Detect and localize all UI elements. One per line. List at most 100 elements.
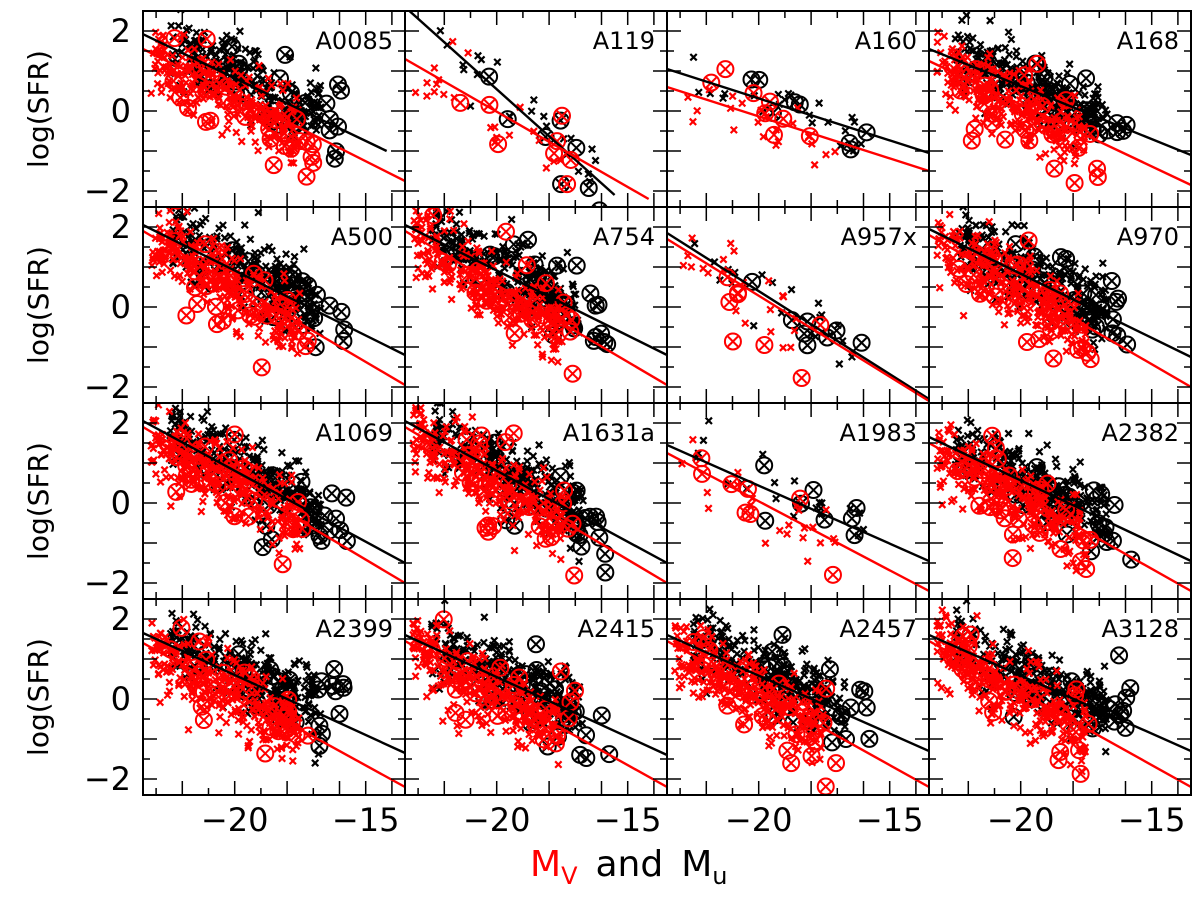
data-point-circled — [1030, 330, 1049, 349]
data-point — [933, 38, 942, 47]
data-point — [1098, 259, 1107, 268]
data-point — [440, 226, 449, 235]
data-point — [250, 46, 259, 55]
data-point — [508, 341, 517, 350]
data-point — [190, 207, 199, 213]
data-point — [1093, 82, 1102, 91]
point-cross — [276, 558, 289, 570]
data-point — [220, 233, 229, 242]
data-point — [166, 207, 175, 215]
data-point — [591, 156, 600, 165]
panel-title: A970 — [1117, 223, 1179, 251]
data-point — [539, 112, 548, 121]
regression-line-mv — [405, 57, 650, 201]
data-point-circled — [496, 222, 515, 241]
data-point — [186, 227, 195, 236]
data-point — [547, 356, 556, 365]
data-point — [730, 247, 738, 255]
point-circle — [196, 235, 215, 254]
data-point — [967, 46, 976, 55]
data-point — [835, 360, 844, 368]
point-circle — [1019, 231, 1038, 250]
panel-a119: A119 — [404, 10, 668, 208]
data-point — [1050, 145, 1059, 154]
point-circle — [996, 130, 1015, 149]
data-point-circled — [181, 465, 200, 484]
point-circle — [567, 256, 586, 275]
regression-line-mu — [667, 67, 929, 155]
point-cross — [1072, 142, 1085, 154]
data-point — [445, 237, 453, 246]
data-point — [423, 78, 432, 87]
point-cross — [566, 368, 579, 380]
data-point — [166, 266, 175, 275]
data-point — [728, 92, 737, 101]
data-point — [207, 422, 216, 431]
data-point — [223, 243, 232, 252]
data-point — [283, 79, 292, 88]
data-point — [190, 45, 199, 53]
data-point-circled — [517, 256, 536, 275]
point-cross — [480, 295, 493, 307]
data-point — [287, 344, 296, 353]
data-point — [432, 80, 441, 89]
data-point — [295, 289, 304, 298]
point-circle — [298, 331, 317, 350]
data-point — [412, 273, 421, 282]
point-cross — [244, 309, 256, 322]
data-point — [191, 224, 200, 233]
data-point — [1025, 238, 1034, 247]
data-point-circled — [304, 153, 323, 172]
data-point — [192, 28, 201, 37]
data-point — [764, 276, 773, 285]
data-point-circled — [329, 75, 348, 94]
point-cross — [222, 272, 235, 284]
data-point — [278, 86, 287, 95]
point-cross — [954, 84, 967, 97]
data-point — [280, 334, 289, 343]
data-point — [157, 82, 166, 91]
data-point-circled — [723, 332, 742, 351]
point-circle — [774, 109, 793, 128]
data-point — [204, 72, 213, 80]
data-point — [254, 464, 263, 472]
data-point — [220, 248, 229, 257]
data-point-circled — [276, 45, 295, 64]
data-point — [538, 293, 547, 302]
data-point — [738, 99, 747, 108]
data-point — [1071, 119, 1080, 128]
data-point — [726, 239, 735, 248]
point-circle — [477, 291, 496, 310]
point-circle — [329, 75, 348, 94]
data-point-circled — [586, 296, 605, 315]
y-tick-label: −2 — [84, 368, 131, 406]
data-point — [237, 445, 246, 454]
data-point-circled — [206, 297, 225, 316]
point-cross — [551, 259, 563, 272]
point-cross — [300, 170, 313, 183]
point-circle — [468, 261, 487, 280]
point-cross — [492, 138, 504, 150]
data-point — [687, 262, 696, 271]
data-point — [181, 1, 187, 7]
data-point-circled — [567, 256, 586, 275]
data-point — [997, 80, 1006, 89]
data-point — [167, 416, 176, 425]
point-cross — [1092, 171, 1104, 183]
data-point — [218, 130, 227, 139]
point-circle — [167, 482, 186, 501]
point-circle — [1047, 124, 1066, 143]
point-cross — [189, 265, 201, 278]
data-point — [963, 53, 972, 62]
data-point — [261, 338, 270, 347]
data-point — [182, 78, 190, 87]
point-circle — [252, 358, 271, 377]
data-point — [778, 291, 787, 300]
data-point — [490, 123, 499, 132]
point-circle — [982, 113, 1001, 132]
point-cross — [205, 273, 218, 286]
data-point — [436, 26, 445, 35]
panel-plot-area — [143, 207, 405, 387]
